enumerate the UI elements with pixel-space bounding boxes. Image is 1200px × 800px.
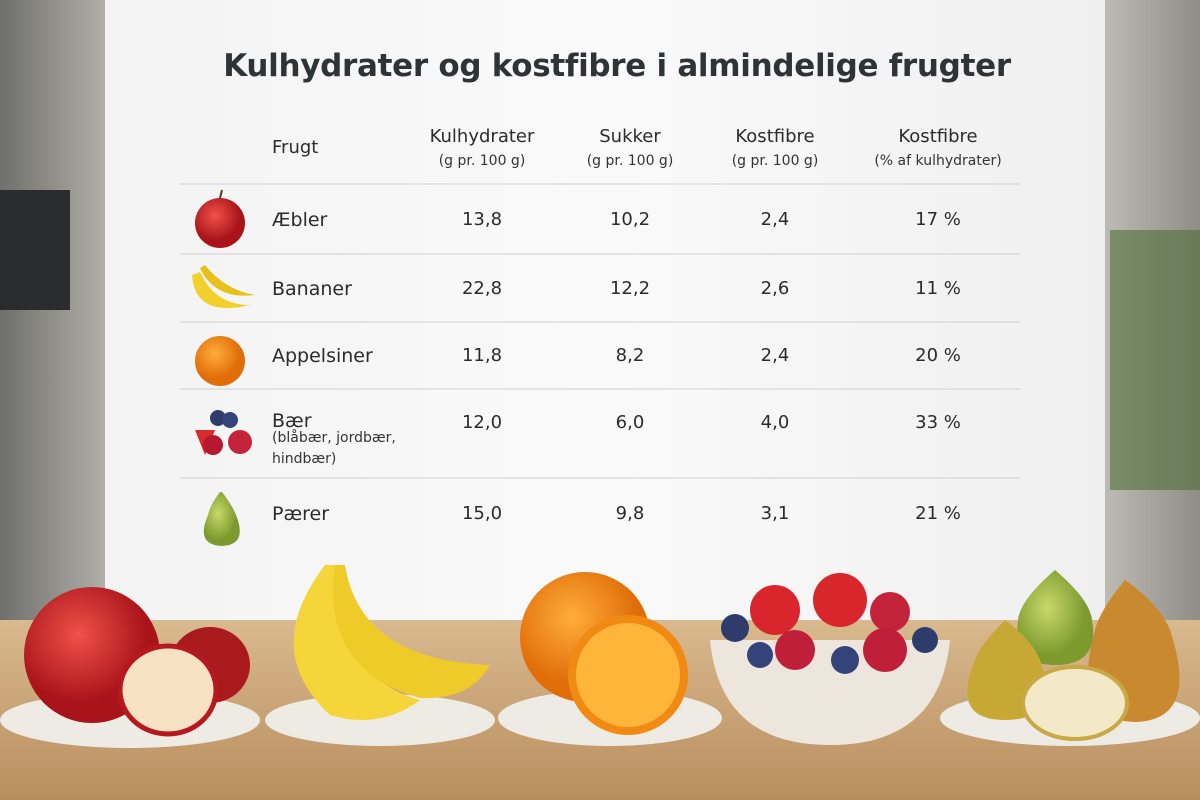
icon-berries	[195, 410, 252, 455]
table-cell: 4,0	[760, 412, 790, 433]
fruit-name: Appelsiner	[272, 345, 373, 367]
table-cell: 3,1	[760, 503, 790, 524]
table-cell: 2,4	[760, 209, 790, 230]
table-cell: 22,8	[461, 278, 503, 299]
table-cell: 15,0	[461, 503, 503, 524]
apple-slice	[117, 643, 219, 737]
table-cell: 9,8	[615, 503, 645, 524]
berries	[721, 573, 938, 674]
icon-pear	[203, 492, 240, 546]
table-cell: 12,2	[609, 278, 651, 299]
fruit-note: hindbær)	[272, 451, 337, 467]
banana	[333, 565, 490, 699]
table-cell: 11 %	[915, 278, 961, 299]
header-cell: Kostfibre	[898, 126, 978, 147]
header-cell: Frugt	[272, 137, 319, 158]
table-cell: 13,8	[461, 209, 503, 230]
header-unit: (% af kulhydrater)	[874, 153, 1002, 169]
table-cell: 21 %	[915, 503, 961, 524]
orange-flesh	[576, 623, 680, 727]
row-separators	[180, 183, 1020, 479]
fruit-name: Æbler	[272, 209, 328, 231]
header-cell: Kostfibre	[735, 126, 815, 147]
monitor	[0, 190, 70, 310]
fruit-name: Pærer	[272, 503, 330, 525]
table-cell: 10,2	[609, 209, 651, 230]
plant	[1110, 230, 1200, 490]
pear	[1017, 570, 1094, 665]
title: Kulhydrater og kostfibre i almindelige f…	[223, 48, 1011, 84]
table-cell: 11,8	[461, 345, 503, 366]
table-cell: 20 %	[915, 345, 961, 366]
table-cell: 6,0	[615, 412, 645, 433]
icon-orange	[195, 336, 245, 386]
fruit-name: Bananer	[272, 278, 352, 300]
fruit-note: (blåbær, jordbær,	[272, 430, 396, 446]
header-cell: Kulhydrater	[429, 126, 535, 147]
header-unit: (g pr. 100 g)	[731, 153, 819, 169]
table-cell: 33 %	[915, 412, 961, 433]
header-unit: (g pr. 100 g)	[586, 153, 674, 169]
table-cell: 12,0	[461, 412, 503, 433]
icon-banana	[192, 265, 255, 309]
icon-apple	[195, 189, 245, 248]
fruit-name: Bær	[272, 410, 312, 432]
table-cell: 2,4	[760, 345, 790, 366]
table-cell: 8,2	[615, 345, 645, 366]
banana	[293, 565, 420, 720]
pear-half	[1021, 665, 1129, 741]
table-cell: 2,6	[760, 278, 790, 299]
table-cell: 17 %	[915, 209, 961, 230]
header-cell: Sukker	[599, 126, 661, 147]
header-unit: (g pr. 100 g)	[438, 153, 526, 169]
